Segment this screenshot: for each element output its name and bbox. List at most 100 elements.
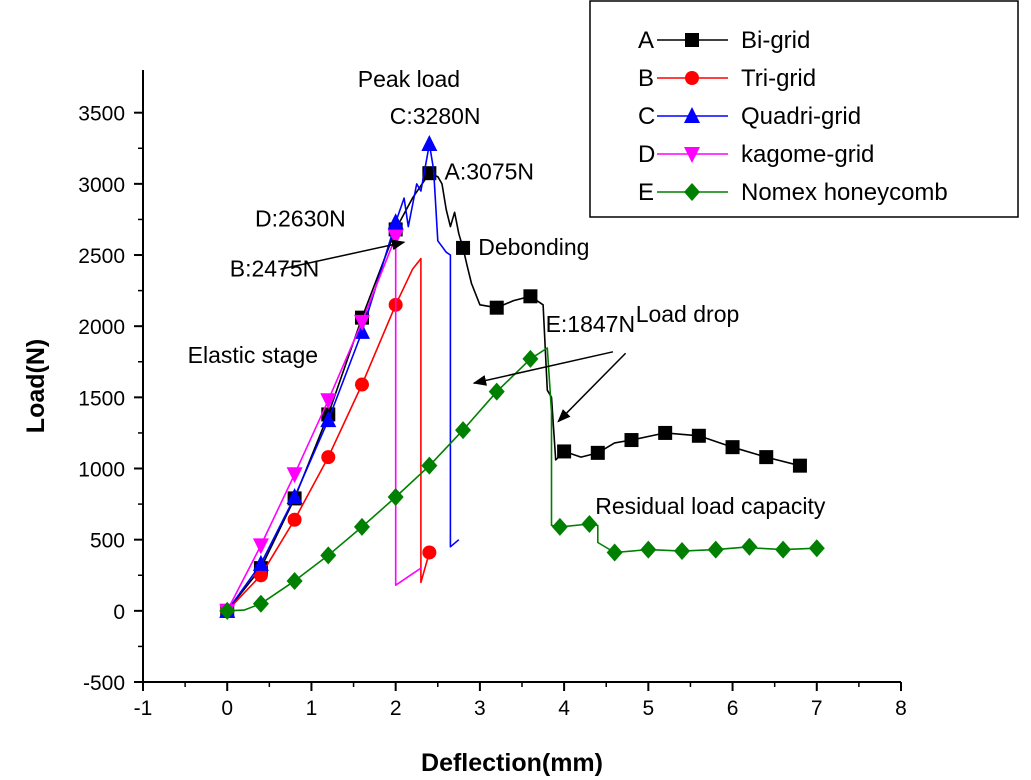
annotation-text: Debonding bbox=[478, 234, 589, 260]
y-tick-label: 3000 bbox=[78, 174, 125, 197]
legend-key: E bbox=[638, 179, 654, 206]
x-tick-label: 0 bbox=[221, 697, 233, 720]
x-tick-label: 8 bbox=[895, 697, 907, 720]
legend-marker bbox=[685, 71, 699, 85]
data-point-tri-grid bbox=[253, 568, 268, 583]
data-point-nomex-honeycomb bbox=[741, 537, 758, 556]
legend: A Bi-grid B Tri-grid C Quadri-grid D kagome-gri… bbox=[589, 0, 1019, 218]
y-tick-label: 1000 bbox=[78, 459, 125, 482]
x-tick-label: 3 bbox=[474, 697, 486, 720]
data-point-bi-grid bbox=[624, 433, 639, 448]
data-point-bi-grid bbox=[456, 240, 471, 255]
data-point-bi-grid bbox=[725, 440, 740, 455]
annotation-text: D:2630N bbox=[255, 206, 346, 232]
data-point-nomex-honeycomb bbox=[286, 571, 303, 590]
legend-box bbox=[589, 0, 1019, 218]
data-point-tri-grid bbox=[354, 377, 369, 392]
legend-key: C bbox=[638, 103, 655, 130]
data-point-nomex-honeycomb bbox=[551, 517, 568, 536]
data-point-bi-grid bbox=[792, 458, 807, 473]
series-line-bi-grid bbox=[226, 172, 801, 612]
series-nomex-honeycomb bbox=[219, 347, 825, 620]
data-point-bi-grid bbox=[691, 428, 706, 443]
y-tick-label: 1500 bbox=[78, 387, 125, 410]
data-point-nomex-honeycomb bbox=[387, 487, 404, 506]
data-point-tri-grid bbox=[321, 450, 336, 465]
data-point-kagome-grid bbox=[387, 229, 404, 246]
data-point-quadri-grid bbox=[320, 411, 337, 428]
series-line-quadri-grid bbox=[226, 143, 460, 612]
legend-item-nomex-honeycomb: E Nomex honeycomb bbox=[638, 179, 948, 206]
series-line-tri-grid bbox=[226, 257, 431, 612]
legend-item-quadri-grid: C Quadri-grid bbox=[638, 103, 861, 130]
data-point-bi-grid bbox=[489, 300, 504, 315]
x-axis-title: Deflection(mm) bbox=[421, 749, 603, 777]
annotation-text: Residual load capacity bbox=[595, 493, 826, 519]
data-point-nomex-honeycomb bbox=[455, 421, 472, 440]
data-point-nomex-honeycomb bbox=[421, 456, 438, 475]
legend-label: Nomex honeycomb bbox=[741, 179, 948, 206]
data-point-nomex-honeycomb bbox=[353, 517, 370, 536]
data-point-nomex-honeycomb bbox=[775, 540, 792, 559]
legend-label: kagome-grid bbox=[741, 141, 874, 168]
x-tick-label: 4 bbox=[558, 697, 570, 720]
annotation-arrow bbox=[557, 352, 627, 423]
x-tick-label: 7 bbox=[811, 697, 823, 720]
data-point-nomex-honeycomb bbox=[320, 546, 337, 565]
data-point-kagome-grid bbox=[286, 467, 303, 484]
data-point-quadri-grid bbox=[252, 554, 269, 571]
legend-marker bbox=[684, 183, 700, 201]
data-point-nomex-honeycomb bbox=[674, 542, 691, 561]
annotation-text: B:2475N bbox=[230, 255, 320, 281]
x-tick-label: 1 bbox=[306, 697, 318, 720]
data-point-nomex-honeycomb bbox=[522, 349, 539, 368]
data-point-nomex-honeycomb bbox=[606, 543, 623, 562]
legend-marker bbox=[685, 33, 699, 47]
data-point-kagome-grid bbox=[353, 314, 370, 331]
plot-area bbox=[134, 70, 902, 691]
legend-marker bbox=[684, 107, 700, 123]
x-tick-label: 5 bbox=[642, 697, 654, 720]
text-layer: -1 0 1 2 3 4 5 6 7 8 -500 0 500 1000 1500 2000 2500 3000 3… bbox=[22, 66, 907, 777]
legend-item-tri-grid: B Tri-grid bbox=[638, 65, 816, 92]
y-tick-label: 3500 bbox=[78, 103, 125, 126]
data-point-nomex-honeycomb bbox=[581, 515, 598, 534]
data-point-bi-grid bbox=[759, 450, 774, 465]
annotation-text: Load drop bbox=[636, 301, 740, 327]
annotation-text: A:3075N bbox=[445, 159, 535, 185]
data-point-kagome-grid bbox=[252, 538, 269, 555]
data-point-nomex-honeycomb bbox=[707, 540, 724, 559]
annotation-text: E:1847N bbox=[546, 311, 636, 337]
legend-label: Bi-grid bbox=[741, 27, 810, 54]
data-point-tri-grid bbox=[287, 512, 302, 527]
x-tick-label: -1 bbox=[134, 697, 153, 720]
annotation-text: Elastic stage bbox=[188, 342, 318, 368]
annotation-arrow bbox=[472, 351, 614, 386]
data-point-quadri-grid bbox=[387, 213, 404, 230]
x-tick-label: 6 bbox=[727, 697, 739, 720]
data-point-nomex-honeycomb bbox=[808, 539, 825, 558]
legend-key: B bbox=[638, 65, 654, 92]
annotation-text: Peak load bbox=[358, 66, 460, 92]
x-tick-label: 2 bbox=[390, 697, 402, 720]
y-tick-label: 0 bbox=[113, 601, 125, 624]
legend-label: Tri-grid bbox=[741, 65, 816, 92]
y-tick-label: 2000 bbox=[78, 316, 125, 339]
series-kagome-grid bbox=[219, 229, 422, 620]
data-point-nomex-honeycomb bbox=[640, 540, 657, 559]
y-axis-title: Load(N) bbox=[22, 339, 50, 433]
annotation-arrow bbox=[280, 239, 406, 270]
data-point-bi-grid bbox=[590, 445, 605, 460]
data-point-quadri-grid bbox=[286, 487, 303, 504]
annotation-text: C:3280N bbox=[390, 103, 481, 129]
legend-key: A bbox=[638, 27, 654, 54]
legend-label: Quadri-grid bbox=[741, 103, 861, 130]
legend-marker bbox=[684, 147, 700, 163]
data-point-bi-grid bbox=[658, 425, 673, 440]
legend-key: D bbox=[638, 141, 655, 168]
y-tick-label: -500 bbox=[83, 672, 125, 695]
data-point-nomex-honeycomb bbox=[219, 601, 236, 620]
data-point-quadri-grid bbox=[421, 135, 438, 152]
